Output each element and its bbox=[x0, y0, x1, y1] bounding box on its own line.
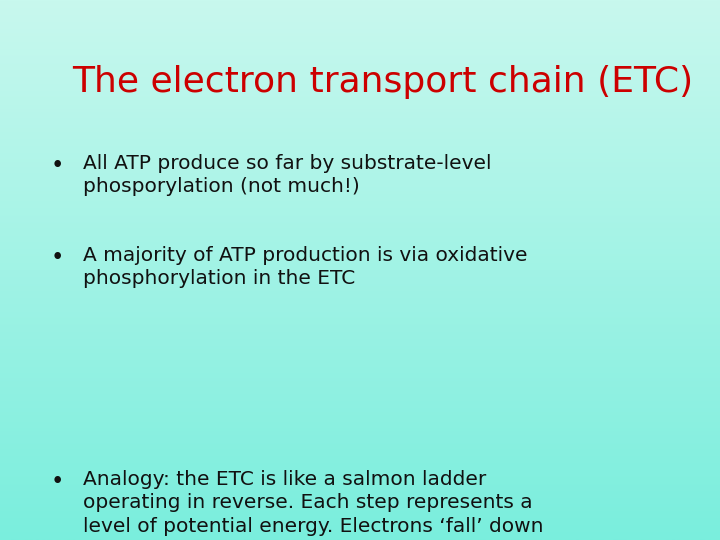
Text: A majority of ATP production is via oxidative
phosphorylation in the ETC: A majority of ATP production is via oxid… bbox=[83, 246, 527, 288]
Text: All ATP produce so far by substrate-level
phosporylation (not much!): All ATP produce so far by substrate-leve… bbox=[83, 154, 491, 197]
Text: •: • bbox=[50, 246, 64, 269]
Text: •: • bbox=[50, 154, 64, 177]
Text: Analogy: the ETC is like a salmon ladder
operating in reverse. Each step represe: Analogy: the ETC is like a salmon ladder… bbox=[83, 470, 555, 540]
Text: •: • bbox=[50, 470, 64, 493]
Text: The electron transport chain (ETC): The electron transport chain (ETC) bbox=[72, 65, 693, 99]
